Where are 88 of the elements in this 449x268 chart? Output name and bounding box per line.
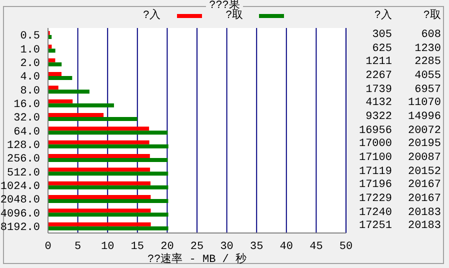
bar	[48, 172, 168, 176]
text: 6957	[414, 84, 441, 96]
bar	[48, 130, 168, 135]
text: 14996	[406, 110, 441, 123]
bar	[48, 212, 168, 217]
y-tick-label: 4096.0	[0, 208, 40, 220]
text: ?入	[374, 10, 392, 22]
text: 17000	[358, 138, 392, 150]
text: 20087	[406, 152, 441, 164]
text: 17251	[358, 220, 392, 232]
text: 1230	[414, 42, 441, 54]
x-tick-label: 0	[44, 240, 52, 253]
legend-label: ?入	[143, 10, 161, 22]
y-tick-label: 128.0	[6, 140, 40, 152]
bar	[48, 72, 62, 76]
bar	[48, 113, 104, 117]
text: 11070	[406, 97, 441, 110]
text: 608	[420, 28, 441, 41]
text: 2285	[414, 56, 441, 68]
bar	[48, 185, 168, 190]
text: ?取	[423, 10, 441, 22]
x-tick-label: 35	[250, 240, 264, 253]
y-tick-label: 32.0	[14, 112, 40, 125]
bar	[48, 48, 56, 53]
text: 17229	[358, 192, 392, 205]
bar	[48, 126, 150, 131]
x-tick-label: 10	[101, 240, 114, 253]
bar	[48, 199, 168, 203]
text: 1211	[364, 56, 392, 68]
x-tick-label: 15	[130, 240, 144, 253]
x-tick-label: 50	[339, 240, 353, 253]
x-tick-label: 25	[190, 240, 204, 253]
x-tick-label: 20	[160, 240, 174, 253]
text: 20152	[406, 166, 441, 178]
text: 20183	[406, 220, 441, 232]
bar	[48, 58, 56, 62]
bar	[48, 168, 150, 172]
bar	[48, 76, 72, 80]
bar	[48, 144, 168, 148]
bar	[48, 222, 151, 226]
bar	[48, 103, 114, 108]
text: 20183	[406, 206, 441, 218]
text: 4055	[414, 70, 441, 82]
y-tick-label: 0.5	[20, 30, 40, 43]
bar	[48, 86, 58, 90]
x-axis-title: ??速率 - MB / 秒	[147, 252, 247, 266]
bar	[48, 226, 168, 230]
y-tick-label: 1.0	[20, 44, 40, 56]
bar	[48, 154, 150, 158]
text: 17196	[358, 179, 392, 192]
bar	[48, 181, 150, 186]
x-tick-label: 30	[220, 240, 234, 253]
y-tick-label: 4.0	[20, 72, 40, 84]
y-tick-label: 2.0	[20, 58, 40, 70]
text: 20195	[406, 138, 441, 150]
text: 4132	[364, 97, 392, 110]
text: 1739	[364, 84, 392, 96]
bar	[48, 90, 90, 94]
text: 9322	[364, 110, 392, 123]
text: 305	[371, 28, 392, 41]
text: 17240	[358, 206, 392, 218]
y-tick-label: 8192.0	[0, 222, 40, 234]
text: 17119	[358, 166, 392, 178]
text: 17100	[358, 152, 392, 164]
y-tick-label: 8.0	[20, 85, 40, 98]
y-tick-label: 2048.0	[0, 194, 40, 207]
y-tick-label: 512.0	[6, 167, 40, 180]
text: 2267	[364, 70, 392, 82]
legend-label: ?取	[226, 10, 244, 22]
bar	[48, 195, 151, 199]
text: 625	[371, 42, 392, 54]
text: 16956	[358, 124, 392, 136]
text: 20167	[406, 179, 441, 192]
bar	[48, 140, 150, 144]
y-tick-label: 256.0	[6, 154, 40, 166]
x-tick-label: 45	[310, 240, 323, 253]
x-tick-label: 40	[280, 240, 293, 253]
x-tick-label: 5	[74, 240, 82, 253]
text: 20072	[406, 124, 441, 136]
text: 20167	[406, 192, 441, 205]
bar	[48, 158, 168, 162]
bar	[48, 208, 151, 213]
y-tick-label: 16.0	[14, 99, 40, 112]
bar	[48, 99, 73, 104]
bar	[48, 117, 138, 121]
y-tick-label: 64.0	[14, 126, 40, 138]
y-tick-label: 1024.0	[0, 181, 40, 194]
bar	[48, 62, 62, 66]
